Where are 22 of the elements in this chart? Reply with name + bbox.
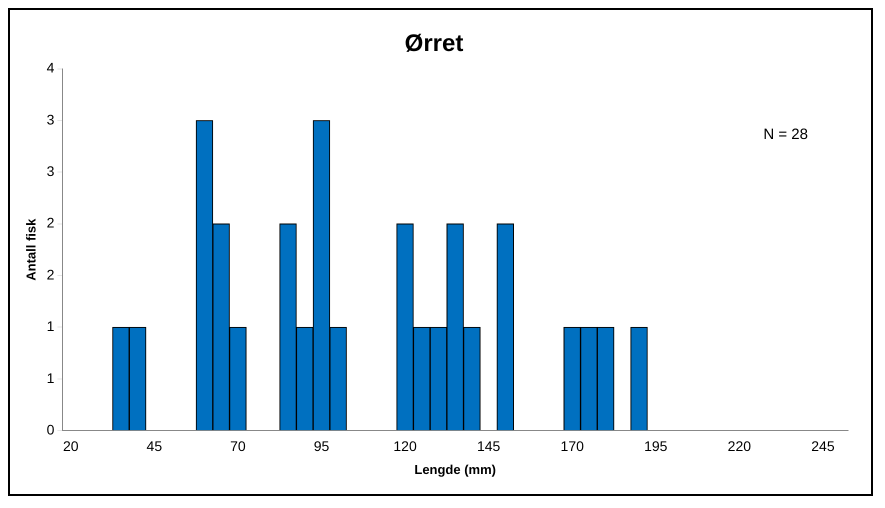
x-tick-label: 220 — [728, 438, 752, 454]
y-tick-label: 1 — [46, 318, 55, 334]
x-tick-label: 20 — [62, 438, 79, 454]
x-axis-title: Lengde (mm) — [414, 462, 496, 477]
y-tick-label: 2 — [46, 214, 55, 231]
chart-title: Ørret — [404, 30, 464, 58]
x-tick-label: 195 — [644, 438, 668, 454]
y-tick-label: 2 — [46, 266, 55, 282]
y-tick-label: 3 — [46, 111, 55, 128]
y-tick-label: 4 — [46, 60, 55, 76]
x-tick-label: 145 — [476, 438, 501, 454]
y-tick-label: 0 — [46, 421, 55, 438]
x-tick-label: 95 — [314, 438, 330, 454]
y-tick-label: 1 — [46, 370, 55, 386]
x-tick-label: 245 — [811, 438, 835, 454]
x-tick-label: 45 — [146, 438, 162, 454]
x-tick-label: 70 — [230, 438, 246, 454]
x-tick-label: 170 — [560, 438, 584, 454]
y-axis-title: Antall fisk — [23, 218, 38, 281]
y-tick-label: 3 — [46, 163, 55, 180]
annotation: N = 28 — [763, 126, 808, 143]
x-tick-label: 120 — [393, 438, 417, 454]
